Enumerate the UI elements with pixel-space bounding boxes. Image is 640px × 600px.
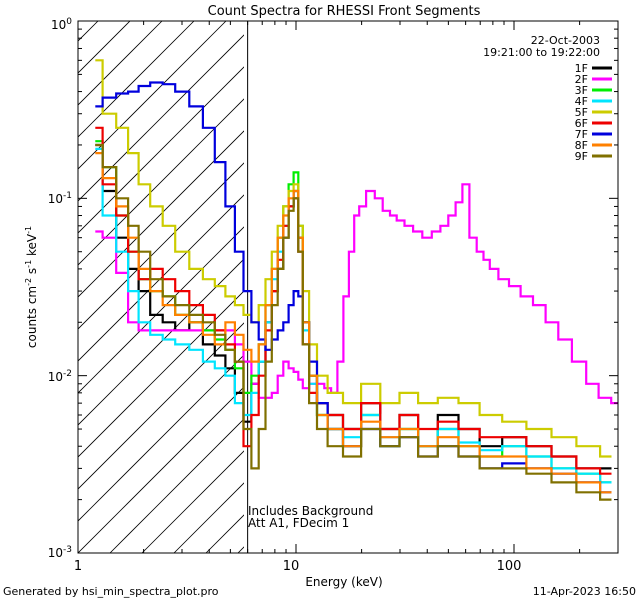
legend-label-4F: 4F — [575, 95, 588, 108]
x-axis-label: Energy (keV) — [305, 575, 382, 589]
hatch-line — [78, 354, 244, 522]
hatch-line — [78, 21, 99, 42]
hatch-line — [141, 450, 244, 553]
y-axis-label: counts cm-2 s-1 keV-1 — [24, 226, 39, 348]
x-tick-label-10: 10 — [283, 559, 300, 574]
x-tick-label-100: 100 — [497, 559, 522, 574]
series-line-3F — [95, 140, 612, 484]
y-tick-label-1e-3: 10-3 — [48, 545, 72, 560]
series-line-5F — [95, 59, 612, 458]
hatch-line — [78, 386, 244, 553]
legend-label-5F: 5F — [575, 106, 588, 119]
hatch-line — [78, 21, 131, 74]
series-layer — [95, 59, 618, 501]
hatch-line — [78, 226, 244, 394]
hatch-line — [78, 194, 244, 362]
legend-label-3F: 3F — [575, 84, 588, 97]
legend-label-1F: 1F — [575, 62, 588, 75]
x-axis-ticks — [77, 21, 619, 553]
y-axis-ticks — [78, 20, 618, 554]
hatch-line — [78, 322, 244, 490]
hatch-line — [109, 418, 244, 553]
observation-time-range: 19:21:00 to 19:22:00 — [483, 46, 600, 59]
legend-label-6F: 6F — [575, 117, 588, 130]
series-line-7F — [95, 81, 612, 494]
hatch-line — [78, 130, 244, 298]
hatch-line — [0, 21, 2, 553]
hatch-line — [622, 21, 640, 553]
legend-label-8F: 8F — [575, 139, 588, 152]
hatch-line — [78, 66, 244, 234]
series-line-2F — [95, 183, 618, 405]
plot-frame — [77, 20, 619, 554]
x-tick-label-1: 1 — [74, 559, 82, 574]
hatch-line — [78, 21, 195, 138]
y-tick-label-1e0: 100 — [51, 17, 72, 32]
hatch-line — [78, 98, 244, 266]
hatch-line — [78, 162, 244, 330]
annotation-attenuator: Att A1, FDecim 1 — [248, 516, 349, 530]
footer-timestamp: 11-Apr-2023 16:50 — [533, 585, 636, 598]
annotation-background: Includes Background — [248, 504, 373, 518]
series-line-1F — [95, 143, 612, 470]
series-line-4F — [95, 147, 612, 484]
footer-generator: Generated by hsi_min_spectra_plot.pro — [3, 585, 219, 598]
hatch-line — [78, 34, 244, 202]
hatch-line — [78, 21, 227, 170]
chart-title: Count Spectra for RHESSI Front Segments — [208, 4, 481, 19]
observation-date: 22-Oct-2003 — [531, 34, 600, 47]
hatch-line — [78, 290, 244, 458]
y-tick-label-1e-2: 10-2 — [48, 369, 72, 384]
y-tick-label-1e-1: 10-1 — [48, 191, 72, 206]
x-axis-tick-labels: 1 10 100 — [74, 559, 522, 574]
legend-label-7F: 7F — [575, 128, 588, 141]
legend-label-9F: 9F — [575, 150, 588, 163]
hatch-line — [78, 258, 244, 426]
y-axis-tick-labels: 10-3 10-2 10-1 100 — [48, 17, 73, 560]
series-line-9F — [95, 143, 612, 501]
legend-label-2F: 2F — [575, 73, 588, 86]
